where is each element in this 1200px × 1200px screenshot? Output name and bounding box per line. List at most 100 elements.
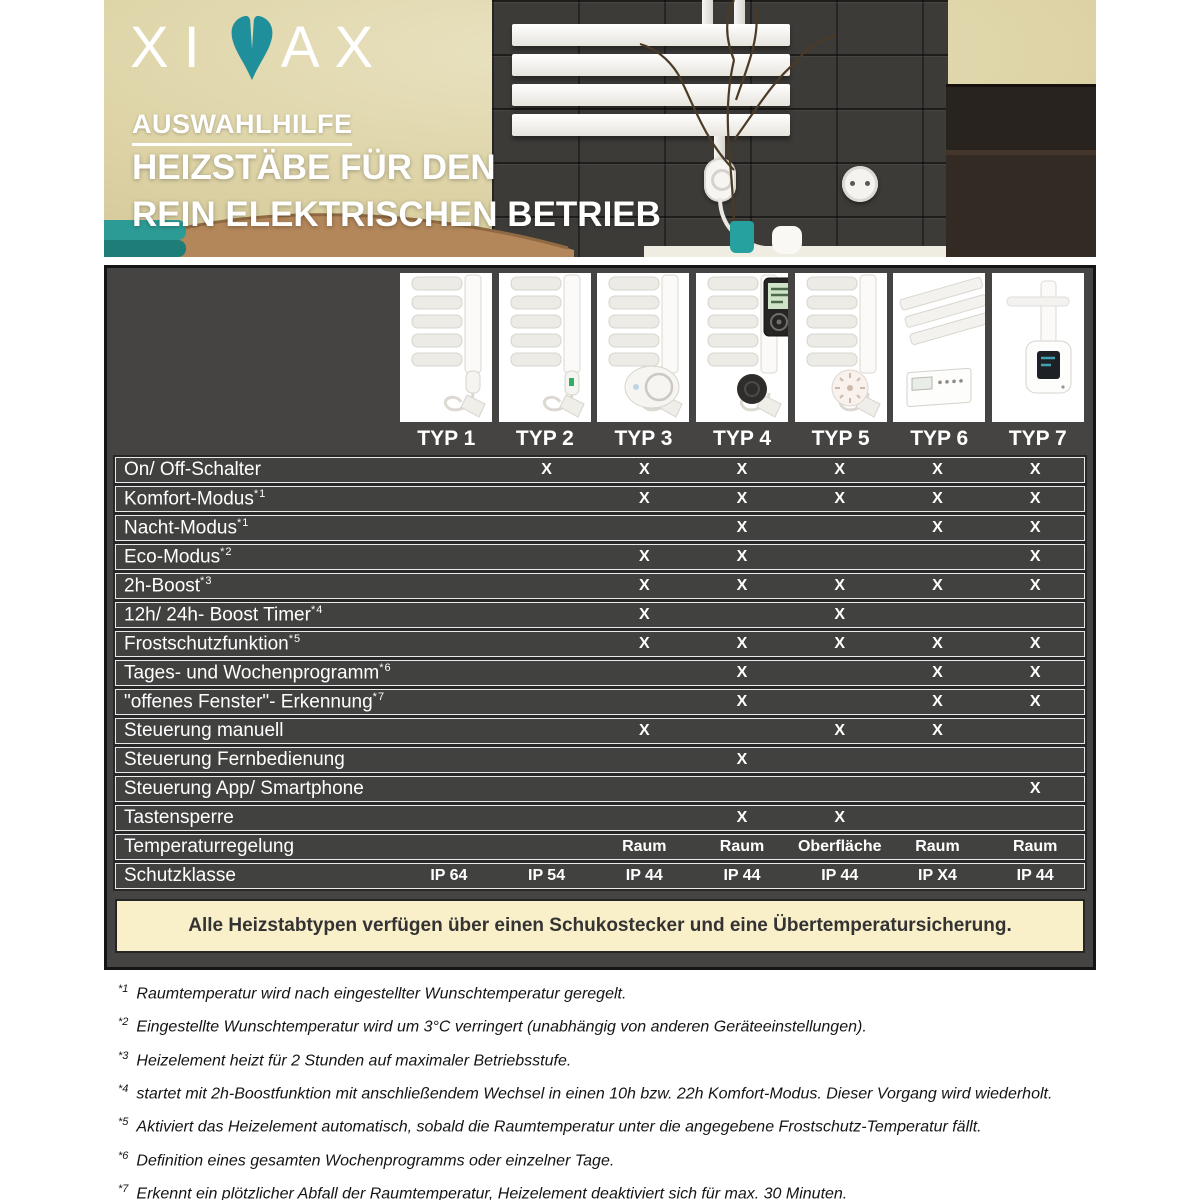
footnote-marker: *1	[118, 983, 129, 995]
feature-cell: X	[736, 693, 748, 710]
type-column: TYP 1	[397, 273, 496, 455]
feature-cell: X	[1029, 780, 1041, 797]
hero-photo: XI AX AUSWAHLHILFE HEIZSTÄBE FÜR DEN REI…	[104, 0, 1096, 257]
feature-cell: X	[834, 722, 846, 739]
towel	[104, 240, 186, 257]
footnote: *7 Erkennt ein plötzlicher Abfall der Rau…	[118, 1182, 848, 1200]
type-label: TYP 1	[417, 426, 476, 450]
feature-cell: X	[736, 635, 748, 652]
smart-display-box-photo	[991, 273, 1084, 422]
feature-cell: X	[638, 490, 650, 507]
feature-cell: X	[932, 664, 943, 681]
row-label: Steuerung Fernbedienung	[124, 749, 345, 770]
logo-text-left: XI	[130, 15, 215, 80]
feature-cell: X	[932, 519, 943, 536]
feature-cell: Oberfläche	[797, 838, 882, 855]
table-row: Steuerung Fernbedienung X	[115, 747, 1085, 773]
type-column: TYP 3	[594, 273, 693, 455]
feature-cell: X	[834, 809, 846, 826]
table-row: Frostschutzfunktion*5 X X X X X	[115, 631, 1085, 657]
footnote: *5 Aktiviert das Heizelement automatisch,…	[118, 1116, 982, 1136]
feature-cell: IP 44	[821, 867, 859, 884]
feature-cell: Raum	[719, 838, 765, 855]
feature-cell: X	[1029, 693, 1041, 710]
feature-cell: X	[932, 693, 943, 710]
control-panel-photo	[893, 273, 986, 422]
feature-cell: IP X4	[918, 867, 957, 884]
feature-rows: On/ Off-Schalter X X X X X X Komfort-Modus*1 X X X…	[113, 455, 1087, 891]
feature-cell: X	[1029, 548, 1041, 565]
comparison-table: TYP 1 TYP 2 TYP 3 TYP 4 TYP 5 TYP 6	[104, 265, 1096, 970]
feature-cell: X	[1029, 577, 1041, 594]
type-label: TYP 2	[515, 426, 574, 450]
row-label: Steuerung manuell	[124, 720, 284, 741]
cabinet-shelf	[946, 150, 1096, 155]
thermostat-dial-photo	[597, 273, 690, 422]
feature-cell: X	[736, 461, 748, 478]
manual-dial-photo	[794, 273, 887, 422]
ximax-m-drop-icon	[231, 15, 273, 81]
footnote: *1 Raumtemperatur wird nach eingestellter…	[118, 983, 627, 1003]
feature-cell: X	[638, 722, 650, 739]
table-row: Komfort-Modus*1 X X X X X	[115, 486, 1085, 512]
feature-cell: IP 44	[1016, 867, 1054, 884]
feature-cell: Raum	[915, 838, 960, 855]
footnote: *4 startet mit 2h-Boostfunktion mit ansch…	[118, 1082, 1053, 1103]
feature-cell: X	[1029, 664, 1041, 681]
logo-text-right: AX	[280, 15, 389, 80]
footnote: *2 Eingestellte Wunschtemperatur wird um …	[118, 1016, 867, 1036]
table-row: Steuerung App/ Smartphone X	[115, 776, 1085, 802]
feature-cell: IP 44	[625, 867, 663, 884]
feature-cell: X	[736, 809, 748, 826]
type-column: TYP 6	[890, 273, 989, 455]
radiator-panel	[512, 84, 790, 106]
type-label: TYP 4	[713, 426, 772, 450]
wall-socket	[842, 166, 878, 202]
feature-cell: X	[638, 606, 650, 623]
table-row: Nacht-Modus*1 X X X	[115, 515, 1085, 541]
table-row: Tastensperre X X	[115, 805, 1085, 831]
row-label: Steuerung App/ Smartphone	[124, 778, 364, 799]
feature-cell: X	[638, 577, 650, 594]
radiator-pipe	[734, 0, 745, 26]
feature-cell: X	[932, 490, 943, 507]
table-row: 12h/ 24h- Boost Timer*4 X X	[115, 602, 1085, 628]
row-label: Nacht-Modus*1	[124, 516, 250, 539]
feature-cell: IP 44	[723, 867, 761, 884]
table-row: Tages- und Wochenprogramm*6 X X X	[115, 660, 1085, 686]
header-spacer	[113, 273, 397, 455]
table-header: TYP 1 TYP 2 TYP 3 TYP 4 TYP 5 TYP 6	[113, 273, 1087, 455]
feature-cell: X	[932, 635, 943, 652]
table-row: "offenes Fenster"- Erkennung*7 X X X	[115, 689, 1085, 715]
footnote-marker: *4	[118, 1082, 129, 1095]
feature-cell: X	[736, 577, 748, 594]
branches	[639, 0, 837, 229]
turquoise-vase	[730, 221, 754, 253]
feature-cell: X	[932, 577, 943, 594]
cabinet-lower-panel	[946, 155, 1096, 257]
feature-cell: X	[1029, 490, 1041, 507]
row-label: 12h/ 24h- Boost Timer*4	[124, 603, 324, 626]
type-column: TYP 2	[496, 273, 595, 455]
table-row: Steuerung manuell X X X	[115, 718, 1085, 744]
feature-cell: X	[932, 722, 943, 739]
feature-cell: X	[736, 751, 748, 768]
radiator-pipe	[702, 0, 713, 26]
table-row: 2h-Boost*3 X X X X X	[115, 573, 1085, 599]
feature-cell: Raum	[1012, 838, 1058, 855]
footnote-marker: *7	[118, 1182, 129, 1195]
footnotes: *1 Raumtemperatur wird nach eingestellter…	[118, 980, 1108, 1200]
footnote-marker: *6	[118, 1149, 129, 1162]
type-label: TYP 6	[910, 426, 969, 450]
row-label: Temperaturregelung	[124, 836, 295, 857]
feature-cell: X	[736, 548, 748, 565]
type-column: TYP 7	[988, 273, 1087, 455]
ximax-logo: XI AX	[130, 14, 388, 82]
remote-control-unit-photo	[696, 273, 789, 422]
white-jug	[772, 226, 802, 254]
eyebrow-title: AUSWAHLHILFE	[132, 109, 353, 146]
feature-cell: X	[834, 635, 846, 652]
feature-cell: X	[834, 577, 846, 594]
table-row: On/ Off-Schalter X X X X X X	[115, 457, 1085, 483]
radiator-panel	[512, 54, 790, 76]
